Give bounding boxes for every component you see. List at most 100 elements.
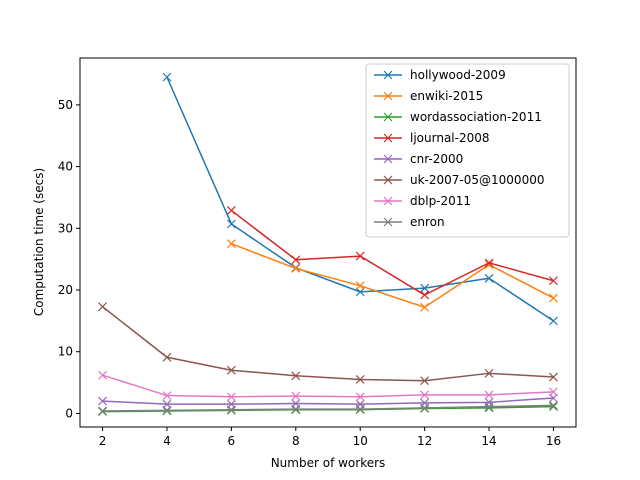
series-line (102, 306, 554, 382)
legend-marker (383, 133, 393, 143)
legend-item: enron (374, 215, 445, 229)
data-point-marker (98, 302, 107, 312)
y-tick-label: 20 (58, 283, 73, 297)
legend-marker (383, 91, 393, 101)
legend-label: cnr-2000 (410, 152, 463, 166)
legend-label: enron (410, 215, 445, 229)
x-axis-ticks: 2 4 6 8 10 12 14 16 (99, 427, 561, 448)
data-point-marker (291, 255, 301, 265)
data-point-marker (549, 276, 558, 286)
data-point-marker (420, 403, 430, 413)
data-point-marker (355, 404, 365, 414)
data-point-marker (549, 293, 558, 303)
data-point-marker (162, 391, 172, 400)
legend-label: hollywood-2009 (410, 68, 506, 82)
data-point-marker (549, 402, 558, 412)
series-line (230, 209, 554, 296)
data-point-marker (549, 400, 558, 410)
data-point-marker (226, 405, 236, 415)
data-point-marker (291, 263, 301, 273)
y-tick-label: 30 (58, 221, 73, 235)
data-point-marker (420, 390, 430, 400)
data-point-marker (484, 397, 494, 407)
legend-marker (383, 154, 393, 164)
data-point-marker (420, 283, 430, 293)
data-point-marker (162, 72, 172, 82)
legend-label: enwiki-2015 (410, 89, 483, 103)
data-point-marker (355, 375, 365, 384)
data-point-marker (98, 396, 107, 406)
data-point-marker (291, 391, 301, 401)
x-tick-label: 12 (417, 434, 432, 448)
data-point-marker (226, 392, 236, 402)
plot-frame (79, 57, 577, 428)
series-uk-2007-05@1000000 (98, 302, 558, 386)
data-point-marker (226, 365, 236, 375)
data-point-marker (291, 371, 301, 381)
data-point-marker (162, 352, 172, 362)
series-line (102, 404, 554, 412)
legend-marker (383, 175, 393, 185)
legend-box (365, 63, 570, 238)
legend-marker (383, 196, 393, 206)
series-line (102, 397, 554, 405)
series-dblp-2011 (98, 370, 558, 402)
x-tick-label: 10 (353, 434, 368, 448)
y-tick-label: 50 (58, 98, 73, 112)
legend-marker (383, 112, 393, 122)
legend-label: wordassociation-2011 (410, 110, 542, 124)
data-point-marker (420, 376, 430, 386)
legend-label: ljournal-2008 (410, 131, 490, 145)
data-point-marker (226, 239, 236, 249)
data-point-marker (226, 205, 236, 215)
data-point-marker (484, 260, 494, 270)
legend-item: ljournal-2008 (374, 131, 490, 145)
series-enwiki-2015 (226, 239, 558, 312)
data-point-marker (549, 372, 558, 382)
x-tick-label: 4 (163, 434, 171, 448)
data-point-marker (549, 316, 558, 326)
legend-item: dblp-2011 (374, 194, 471, 208)
data-point-marker (420, 302, 430, 312)
legend-label: dblp-2011 (410, 194, 471, 208)
legend: hollywood-2009 enwiki-2015 wordassociation… (365, 63, 570, 238)
legend-item: enwiki-2015 (374, 89, 483, 103)
x-tick-label: 16 (546, 434, 561, 448)
data-point-marker (420, 290, 430, 300)
y-tick-label: 10 (58, 345, 73, 359)
legend-item: hollywood-2009 (374, 68, 506, 82)
data-point-marker (291, 404, 301, 414)
legend-item: wordassociation-2011 (374, 110, 542, 124)
y-tick-label: 0 (65, 406, 73, 420)
series-layer (98, 72, 558, 416)
y-tick-label: 40 (58, 160, 73, 174)
legend-item: uk-2007-05@1000000 (374, 173, 544, 187)
series-ljournal-2008 (226, 205, 558, 300)
series-line (102, 374, 554, 398)
x-tick-label: 8 (292, 434, 300, 448)
legend-marker (383, 70, 393, 80)
data-point-marker (484, 273, 494, 283)
series-cnr-2000 (98, 393, 558, 409)
data-point-marker (484, 368, 494, 378)
data-point-marker (355, 281, 365, 291)
data-point-marker (355, 392, 365, 402)
legend-item: cnr-2000 (374, 152, 463, 166)
series-enron (98, 400, 558, 416)
series-hollywood-2009 (162, 72, 558, 326)
data-point-marker (98, 406, 107, 416)
x-tick-label: 2 (99, 434, 107, 448)
y-axis-ticks: 0 10 20 30 40 50 (58, 98, 80, 420)
x-tick-label: 6 (228, 434, 236, 448)
data-point-marker (162, 405, 172, 415)
legend-label: uk-2007-05@1000000 (410, 173, 544, 187)
data-point-marker (484, 390, 494, 400)
legend-marker (383, 217, 393, 227)
data-point-marker (484, 402, 494, 412)
data-point-marker (549, 387, 558, 397)
x-tick-label: 14 (481, 434, 496, 448)
data-point-marker (226, 219, 236, 229)
x-axis-label: Number of workers (271, 456, 386, 470)
data-point-marker (355, 251, 365, 261)
